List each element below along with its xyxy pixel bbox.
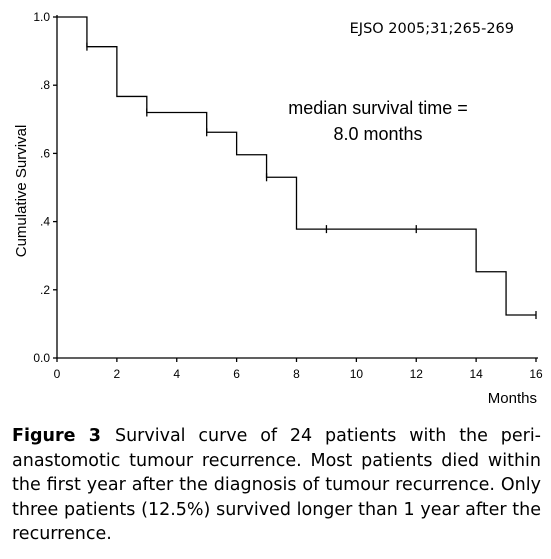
survival-step-line [57,16,536,316]
x-tick-label: 4 [173,367,180,381]
x-tick-label: 8 [293,367,300,381]
x-axis-label: Months [488,390,537,407]
y-tick-label: 1.0 [33,10,50,24]
source-annotation: EJSO 2005;31;265-269 [350,21,514,37]
median-annotation-line1: median survival time = [288,98,468,118]
figure-label: Figure 3 [12,426,101,446]
x-tick-label: 2 [114,367,121,381]
y-axis-label: Cumulative Survival [13,125,30,258]
x-tick-label: 10 [350,367,364,381]
censor-marks [86,42,537,320]
figure-caption: Figure 3 Survival curve of 24 patients wi… [12,424,541,547]
chart-axes [56,15,538,359]
y-tick-label: .6 [40,146,50,160]
y-tick-label: .4 [40,215,50,229]
x-tick-label: 12 [410,367,424,381]
x-tick-label: 0 [54,367,61,381]
y-tick-label: .2 [40,283,50,297]
y-tick-label: 0.0 [33,351,50,365]
survival-chart: 0.0 .2 .4 .6 .8 1.0 0 2 4 6 8 10 12 14 16 Cumulative S… [13,10,543,407]
x-tick-label: 16 [529,367,543,381]
x-tick-label: 14 [469,367,483,381]
chart-ticks: 0.0 .2 .4 .6 .8 1.0 0 2 4 6 8 10 12 14 16 [33,10,543,381]
x-tick-label: 6 [233,367,240,381]
figure-caption-text: Survival curve of 24 patients with the p… [12,426,541,544]
y-tick-label: .8 [40,78,50,92]
median-annotation-line2: 8.0 months [333,124,422,144]
survival-curve-group [57,16,536,316]
